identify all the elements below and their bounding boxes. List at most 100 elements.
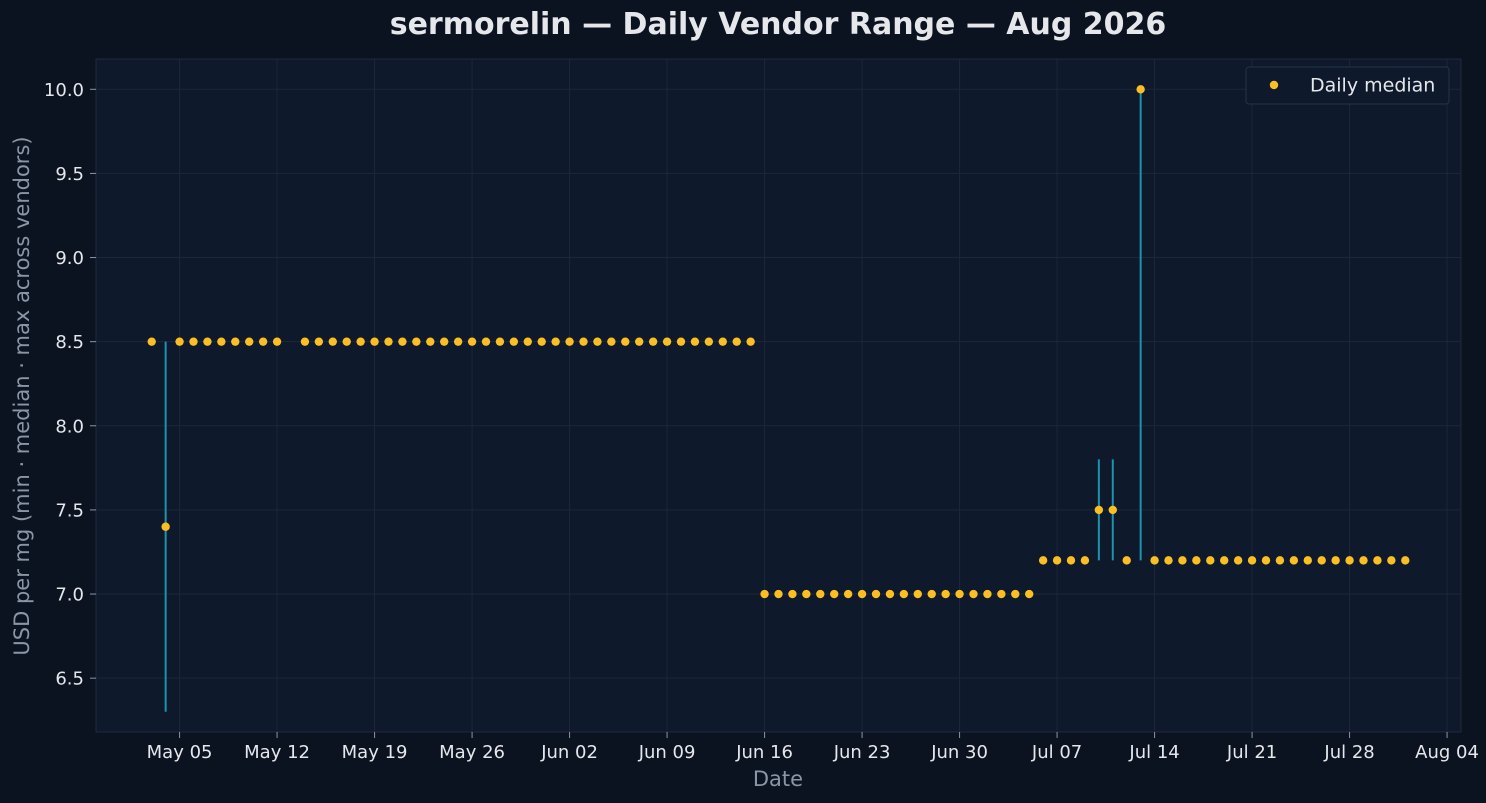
median-point: [272, 337, 282, 346]
median-point: [203, 337, 212, 346]
x-tick-label: May 26: [439, 742, 505, 763]
y-axis-label: USD per mg (min · median · max across ve…: [10, 136, 34, 655]
median-point: [217, 337, 226, 346]
median-point: [1331, 556, 1340, 565]
x-tick-label: May 19: [342, 742, 408, 763]
median-point: [1150, 556, 1159, 565]
median-point: [245, 337, 254, 346]
median-point: [690, 337, 700, 346]
x-tick-label: Jul 28: [1323, 742, 1374, 763]
median-point: [1178, 556, 1187, 565]
median-point: [676, 337, 686, 346]
median-point: [774, 589, 783, 599]
median-point: [1122, 556, 1131, 565]
median-point: [426, 337, 435, 346]
legend-label-daily-median: Daily median: [1310, 75, 1435, 97]
y-axis-ticks: 6.5 7.0 7.5 8.0 8.5 9.0 9.5 10.0: [44, 80, 96, 690]
median-point: [1206, 556, 1215, 565]
median-point: [955, 589, 964, 599]
median-point: [1289, 556, 1299, 565]
x-tick-label: Jun 23: [833, 742, 891, 763]
median-point: [760, 589, 769, 599]
y-tick-label: 7.5: [55, 500, 84, 521]
median-point: [871, 589, 881, 599]
median-point: [1052, 556, 1062, 565]
median-point: [1108, 505, 1117, 515]
median-point: [607, 337, 616, 346]
plot-area: [95, 58, 1462, 733]
median-point: [802, 589, 811, 599]
median-point: [467, 337, 477, 346]
median-point: [1038, 556, 1048, 565]
median-point: [857, 589, 867, 599]
y-tick-label: 9.5: [55, 164, 84, 185]
median-point: [593, 337, 602, 346]
x-tick-label: May 12: [244, 742, 310, 763]
median-point: [1345, 556, 1354, 565]
median-point: [1359, 556, 1368, 565]
median-point: [370, 337, 379, 346]
y-tick-label: 10.0: [44, 80, 84, 101]
y-tick-label: 9.0: [55, 248, 84, 269]
x-tick-label: Jun 30: [930, 742, 988, 763]
median-point: [746, 337, 755, 346]
median-point: [1373, 556, 1382, 565]
median-point: [495, 337, 505, 346]
median-point: [621, 337, 630, 346]
median-point: [314, 337, 324, 346]
x-axis-ticks: May 05 May 12 May 19 May 26 Jun 02 Jun 09 Jun …: [147, 732, 1479, 763]
median-point: [1220, 556, 1229, 565]
median-point: [983, 589, 992, 599]
y-tick-label: 7.0: [55, 585, 84, 606]
x-tick-label: Jul 14: [1128, 742, 1179, 763]
median-point: [189, 337, 198, 346]
median-point: [1094, 505, 1104, 515]
median-point: [662, 337, 672, 346]
y-tick-label: 6.5: [55, 669, 84, 690]
median-point: [648, 337, 658, 346]
x-tick-label: Jun 16: [735, 742, 793, 763]
median-point: [1011, 589, 1020, 599]
median-point: [941, 589, 950, 599]
median-point: [1387, 556, 1396, 565]
median-point: [1080, 556, 1090, 565]
median-point: [1192, 556, 1201, 565]
median-point: [635, 337, 644, 346]
median-point: [788, 589, 797, 599]
x-tick-label: May 05: [147, 742, 213, 763]
median-point: [718, 337, 727, 346]
median-point: [843, 589, 853, 599]
median-point: [565, 337, 574, 346]
median-point: [398, 337, 407, 346]
median-point: [258, 337, 268, 346]
median-point: [704, 337, 714, 346]
median-point: [1317, 556, 1326, 565]
median-point: [1247, 556, 1257, 565]
legend-marker-daily-median: [1269, 80, 1279, 90]
median-point: [175, 337, 184, 346]
median-point: [231, 337, 240, 346]
median-point: [1261, 556, 1271, 565]
median-point: [816, 589, 825, 599]
median-point: [1136, 85, 1145, 94]
median-point: [1303, 556, 1312, 565]
median-point: [342, 337, 351, 346]
median-point: [440, 337, 449, 346]
y-tick-label: 8.0: [55, 416, 84, 437]
median-point: [384, 337, 393, 346]
median-point: [537, 337, 546, 346]
median-point: [579, 337, 588, 346]
x-tick-label: Jun 02: [540, 742, 598, 763]
legend-box: [1245, 66, 1450, 105]
median-point: [300, 337, 310, 346]
median-point: [1275, 556, 1285, 565]
median-point: [732, 337, 741, 346]
median-point: [509, 337, 519, 346]
median-point: [481, 337, 491, 346]
median-point: [830, 589, 839, 599]
legend: Daily median: [1245, 66, 1450, 105]
median-point: [899, 589, 909, 599]
median-point: [1025, 589, 1034, 599]
